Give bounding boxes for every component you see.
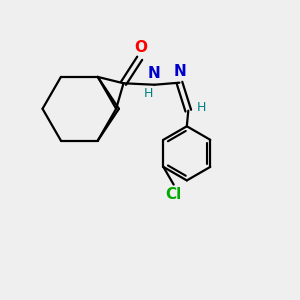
Text: O: O [134, 40, 147, 55]
Text: N: N [174, 64, 186, 79]
Text: N: N [148, 66, 160, 81]
Text: H: H [196, 101, 206, 114]
Text: H: H [144, 87, 153, 100]
Text: Cl: Cl [166, 187, 182, 202]
